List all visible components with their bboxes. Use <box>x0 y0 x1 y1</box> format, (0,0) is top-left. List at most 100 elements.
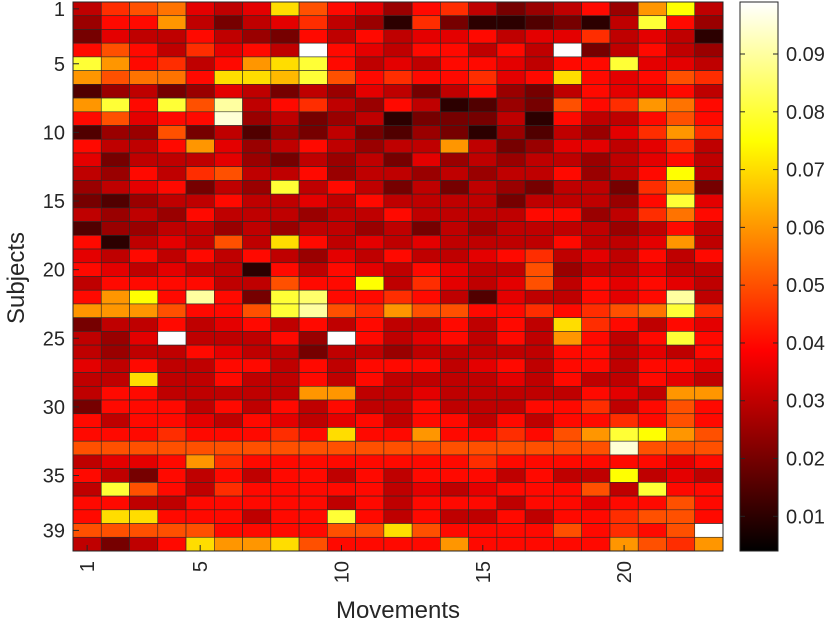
heatmap-cell <box>355 248 385 264</box>
heatmap-cell <box>694 56 724 71</box>
heatmap-cell <box>609 111 639 126</box>
heatmap-cell <box>468 509 498 524</box>
heatmap-cell <box>242 15 272 30</box>
heatmap-cell <box>185 166 215 181</box>
heatmap-cell <box>270 42 300 58</box>
heatmap-cell <box>157 454 187 469</box>
heatmap-cell <box>72 235 102 250</box>
heatmap-cell <box>440 303 469 318</box>
heatmap-cell <box>524 317 554 332</box>
heatmap-cell <box>694 276 724 291</box>
heatmap-cell <box>524 454 554 469</box>
heatmap-cell <box>694 317 724 332</box>
heatmap-cell <box>496 536 526 552</box>
heatmap-cell <box>129 262 159 277</box>
heatmap-cell <box>185 495 215 511</box>
heatmap-cell <box>355 207 385 222</box>
heatmap-cell <box>411 358 441 373</box>
heatmap-cell <box>553 495 582 511</box>
heatmap-cell <box>553 97 582 113</box>
heatmap-cell <box>694 193 724 209</box>
heatmap-cell <box>100 221 130 236</box>
heatmap-cell <box>496 42 526 58</box>
heatmap-cell <box>129 413 159 428</box>
heatmap-cell <box>666 495 696 511</box>
heatmap-cell <box>242 317 272 332</box>
heatmap-cell <box>72 495 102 511</box>
heatmap-cell <box>637 413 667 428</box>
heatmap-cell <box>637 1 667 17</box>
heatmap-cell <box>637 138 667 154</box>
heatmap-cell <box>214 1 243 17</box>
heatmap-cell <box>327 152 356 167</box>
heatmap-cell <box>185 523 215 538</box>
heatmap-cell <box>383 207 413 222</box>
heatmap-cell <box>270 358 300 373</box>
heatmap-cell <box>242 152 272 167</box>
heatmap-cell <box>524 523 554 538</box>
heatmap-cell <box>100 495 130 511</box>
heatmap-cell <box>355 358 385 373</box>
heatmap-cell <box>553 42 582 58</box>
heatmap-cell <box>440 536 469 552</box>
heatmap-cell <box>355 180 385 195</box>
heatmap-cell <box>609 468 639 483</box>
heatmap-cell <box>298 399 328 415</box>
heatmap-cell <box>298 536 328 552</box>
heatmap-cell <box>553 262 582 277</box>
heatmap-cell <box>214 221 243 236</box>
heatmap-cell <box>694 536 724 552</box>
heatmap-cell <box>468 207 498 222</box>
heatmap-cell <box>214 15 243 30</box>
heatmap-cell <box>411 317 441 332</box>
heatmap-cell <box>524 385 554 401</box>
heatmap-cell <box>637 235 667 250</box>
heatmap-cell <box>185 180 215 195</box>
heatmap-cell <box>581 180 611 195</box>
heatmap-cell <box>581 70 611 85</box>
heatmap-cell <box>72 276 102 291</box>
heatmap-cell <box>214 125 243 140</box>
heatmap-cell <box>383 70 413 85</box>
heatmap-cell <box>524 97 554 113</box>
heatmap-cell <box>694 125 724 140</box>
heatmap-cell <box>242 235 272 250</box>
heatmap-cell <box>694 29 724 44</box>
heatmap-cell <box>270 536 300 552</box>
heatmap-cell <box>411 399 441 415</box>
heatmap-cell <box>327 207 356 222</box>
heatmap-cell <box>666 454 696 469</box>
colorbar-tick-label: 0.08 <box>786 102 825 124</box>
heatmap-cell <box>270 221 300 236</box>
heatmap-cell <box>383 15 413 30</box>
heatmap-cell <box>468 372 498 387</box>
heatmap-cell <box>129 248 159 264</box>
heatmap-cell <box>496 111 526 126</box>
heatmap-cell <box>383 56 413 71</box>
heatmap-cell <box>411 509 441 524</box>
heatmap-cell <box>609 262 639 277</box>
heatmap-cell <box>383 42 413 58</box>
heatmap-cell <box>581 248 611 264</box>
heatmap-cell <box>185 358 215 373</box>
heatmap-cell <box>468 413 498 428</box>
heatmap-cell <box>298 468 328 483</box>
heatmap-cell <box>666 152 696 167</box>
heatmap-cell <box>666 235 696 250</box>
heatmap-cell <box>327 289 356 305</box>
heatmap-cell <box>383 427 413 442</box>
heatmap-cell <box>468 289 498 305</box>
heatmap-cell <box>637 56 667 71</box>
heatmap-cell <box>185 440 215 456</box>
heatmap-cell <box>214 399 243 415</box>
heatmap-cell <box>327 427 356 442</box>
heatmap-cell <box>355 509 385 524</box>
heatmap-cell <box>157 248 187 264</box>
heatmap-cell <box>666 138 696 154</box>
heatmap-cell <box>298 495 328 511</box>
heatmap-cell <box>185 138 215 154</box>
heatmap-cell <box>581 523 611 538</box>
heatmap-cell <box>694 42 724 58</box>
heatmap-cell <box>157 509 187 524</box>
heatmap-cell <box>694 509 724 524</box>
